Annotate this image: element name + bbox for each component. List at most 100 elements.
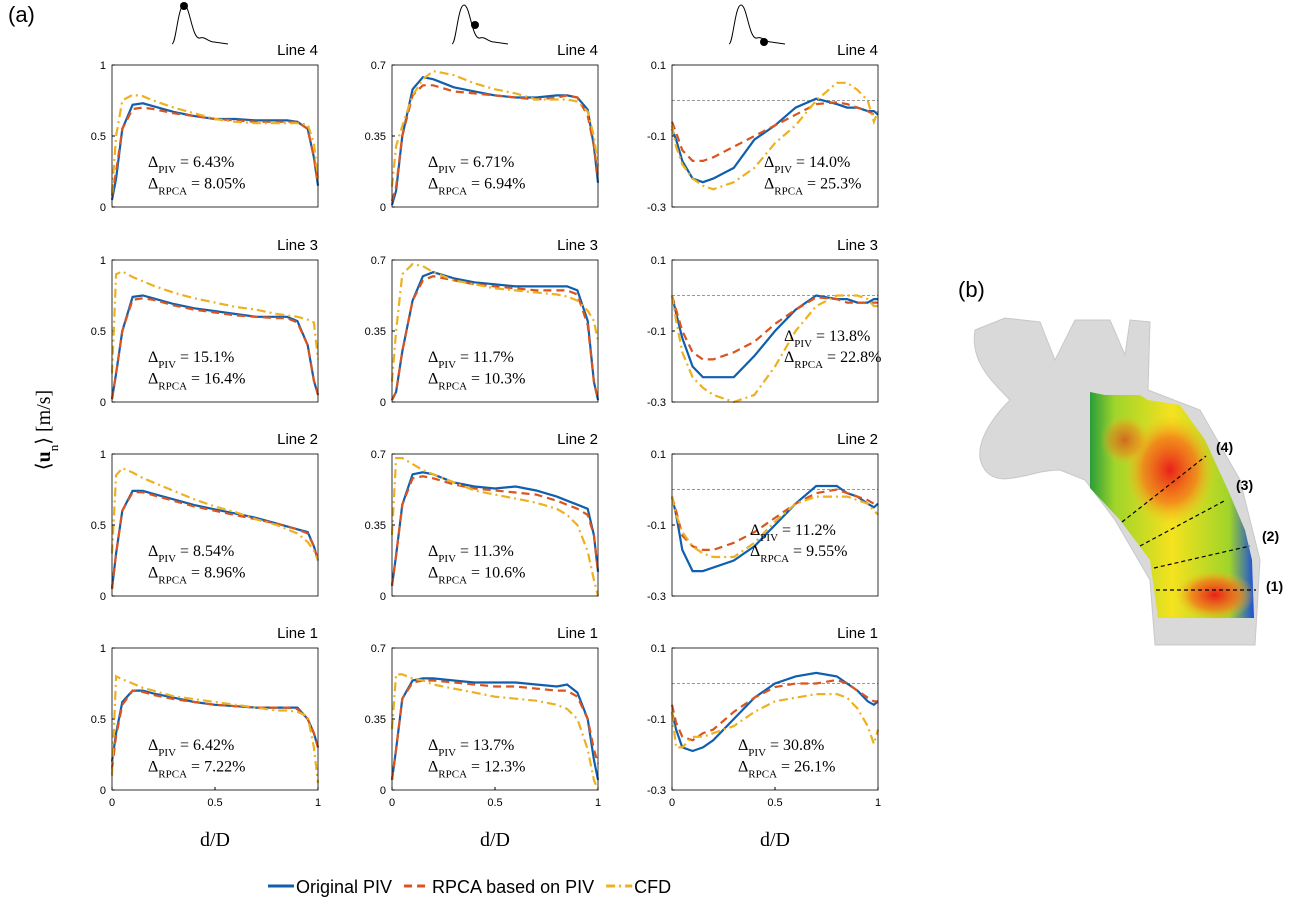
annotation: ΔRPCA = 7.22% [148, 759, 245, 781]
annotation: ΔRPCA = 12.3% [428, 759, 525, 781]
plot-frame [671, 647, 879, 791]
subplot-title: Line 3 [837, 237, 878, 254]
subplot-title: Line 3 [557, 237, 598, 254]
hot-spot [1100, 415, 1150, 465]
series-line [670, 488, 878, 551]
line-label: (3) [1236, 477, 1253, 493]
y-tick-label: -0.3 [647, 591, 666, 603]
y-tick-label: 0 [100, 202, 106, 214]
annotation: ΔRPCA = 6.94% [428, 176, 525, 198]
subplot: Line 3 0 0.35 0.7 ΔPIV = 11.7%ΔRPCA = 10.3% [365, 237, 600, 409]
x-axis-label: d/D [760, 829, 790, 851]
x-tick-label: 0 [389, 797, 395, 809]
subplot-title: Line 4 [557, 42, 598, 59]
subplot-title: Line 2 [837, 431, 878, 448]
subplot-title: Line 3 [277, 237, 318, 254]
subplot: Line 2 -0.3 -0.1 0.1 ΔPIV = 11.2%ΔRPCA = 9.5… [647, 431, 879, 603]
series-line [390, 673, 600, 791]
y-tick-label: -0.1 [647, 326, 666, 338]
plot-frame [391, 647, 599, 791]
y-tick-label: 0.7 [371, 449, 386, 461]
subplot: Line 1 -0.3 -0.1 0.1 0 0.5 1 d/D ΔPIV = 30.8%ΔRP… [647, 625, 881, 851]
y-axis-label-group: ⟨un⟩ [m/s] [33, 390, 61, 470]
series-line [670, 101, 878, 162]
y-tick-label: 0.7 [371, 60, 386, 72]
y-tick-label: 1 [100, 255, 106, 267]
y-tick-label: 0.35 [365, 131, 386, 143]
subplot: Line 2 0 0.35 0.7 ΔPIV = 11.3%ΔRPCA = 10.6% [365, 431, 600, 603]
series-line [670, 678, 878, 742]
series-line [390, 679, 600, 781]
series-line [670, 295, 878, 361]
annotation: ΔPIV = 13.7% [428, 737, 514, 759]
subplot-title: Line 1 [837, 625, 878, 642]
series-line [670, 693, 880, 749]
y-tick-label: -0.1 [647, 131, 666, 143]
x-tick-label: 1 [315, 797, 321, 809]
y-tick-label: 0.7 [371, 255, 386, 267]
x-tick-label: 0 [109, 797, 115, 809]
subplot: Line 2 0 0.5 1 ΔPIV = 8.54%ΔRPCA = 8.96% [91, 431, 320, 603]
y-tick-label: 0 [380, 785, 386, 797]
subplot: Line 3 0 0.5 1 ΔPIV = 15.1%ΔRPCA = 16.4% [91, 237, 320, 409]
y-tick-label: 0.5 [91, 520, 106, 532]
subplot-title: Line 4 [277, 42, 318, 59]
plot-frame [671, 64, 879, 208]
series-line [670, 484, 879, 573]
y-tick-label: 0 [380, 591, 386, 603]
y-tick-label: 0.35 [365, 714, 386, 726]
panel-label: (b) [958, 277, 985, 302]
plot-frame [671, 259, 879, 403]
x-tick-label: 0.5 [767, 797, 782, 809]
subplot-title: Line 2 [557, 431, 598, 448]
y-tick-label: 0.35 [365, 326, 386, 338]
plot-frame [111, 259, 319, 403]
annotation: ΔPIV = 6.71% [428, 154, 514, 176]
series-line [670, 81, 880, 191]
y-tick-label: 0.5 [91, 714, 106, 726]
series-line [110, 466, 320, 561]
annotation: ΔRPCA = 8.96% [148, 565, 245, 587]
y-tick-label: 0.7 [371, 643, 386, 655]
y-tick-label: 1 [100, 449, 106, 461]
legend-label: RPCA based on PIV [432, 877, 594, 897]
series-line [390, 471, 600, 587]
y-tick-label: 0.35 [365, 520, 386, 532]
annotation: ΔPIV = 14.0% [764, 154, 850, 176]
annotation: ΔPIV = 30.8% [738, 737, 824, 759]
y-tick-label: 0 [100, 785, 106, 797]
x-tick-label: 1 [595, 797, 601, 809]
waveform-dot [180, 2, 188, 10]
subplot-title: Line 2 [277, 431, 318, 448]
plot-frame [111, 64, 319, 208]
legend-label: CFD [634, 877, 671, 897]
plot-frame [391, 453, 599, 597]
legend: Original PIV RPCA based on PIV CFD [268, 877, 671, 897]
x-axis-label: d/D [480, 829, 510, 851]
profile-line [1139, 499, 1227, 547]
y-tick-label: 0 [380, 202, 386, 214]
annotation: ΔRPCA = 10.3% [428, 371, 525, 393]
y-tick-label: -0.3 [647, 397, 666, 409]
y-tick-label: 0 [100, 397, 106, 409]
y-tick-label: 0.1 [651, 449, 666, 461]
waveform [171, 4, 229, 45]
y-tick-label: 0.5 [91, 131, 106, 143]
series-line [110, 297, 320, 400]
y-tick-label: -0.3 [647, 202, 666, 214]
y-tick-label: 1 [100, 643, 106, 655]
profile-line [1121, 455, 1207, 523]
annotation: ΔRPCA = 22.8% [784, 349, 881, 371]
y-tick-label: -0.1 [647, 520, 666, 532]
annotation: ΔRPCA = 25.3% [764, 176, 861, 198]
waveform [451, 4, 509, 45]
annotation: ΔPIV = 6.43% [148, 154, 234, 176]
line-label: (1) [1266, 578, 1283, 594]
plot-frame [671, 453, 879, 597]
y-axis-label: ⟨un⟩ [m/s] [33, 390, 61, 470]
subplot: Line 4 0 0.5 1 ΔPIV = 6.43%ΔRPCA = 8.05% [91, 42, 320, 214]
subplot: Line 3 -0.3 -0.1 0.1 ΔPIV = 13.8%ΔRPCA = 22.… [647, 237, 881, 409]
plot-frame [391, 64, 599, 208]
